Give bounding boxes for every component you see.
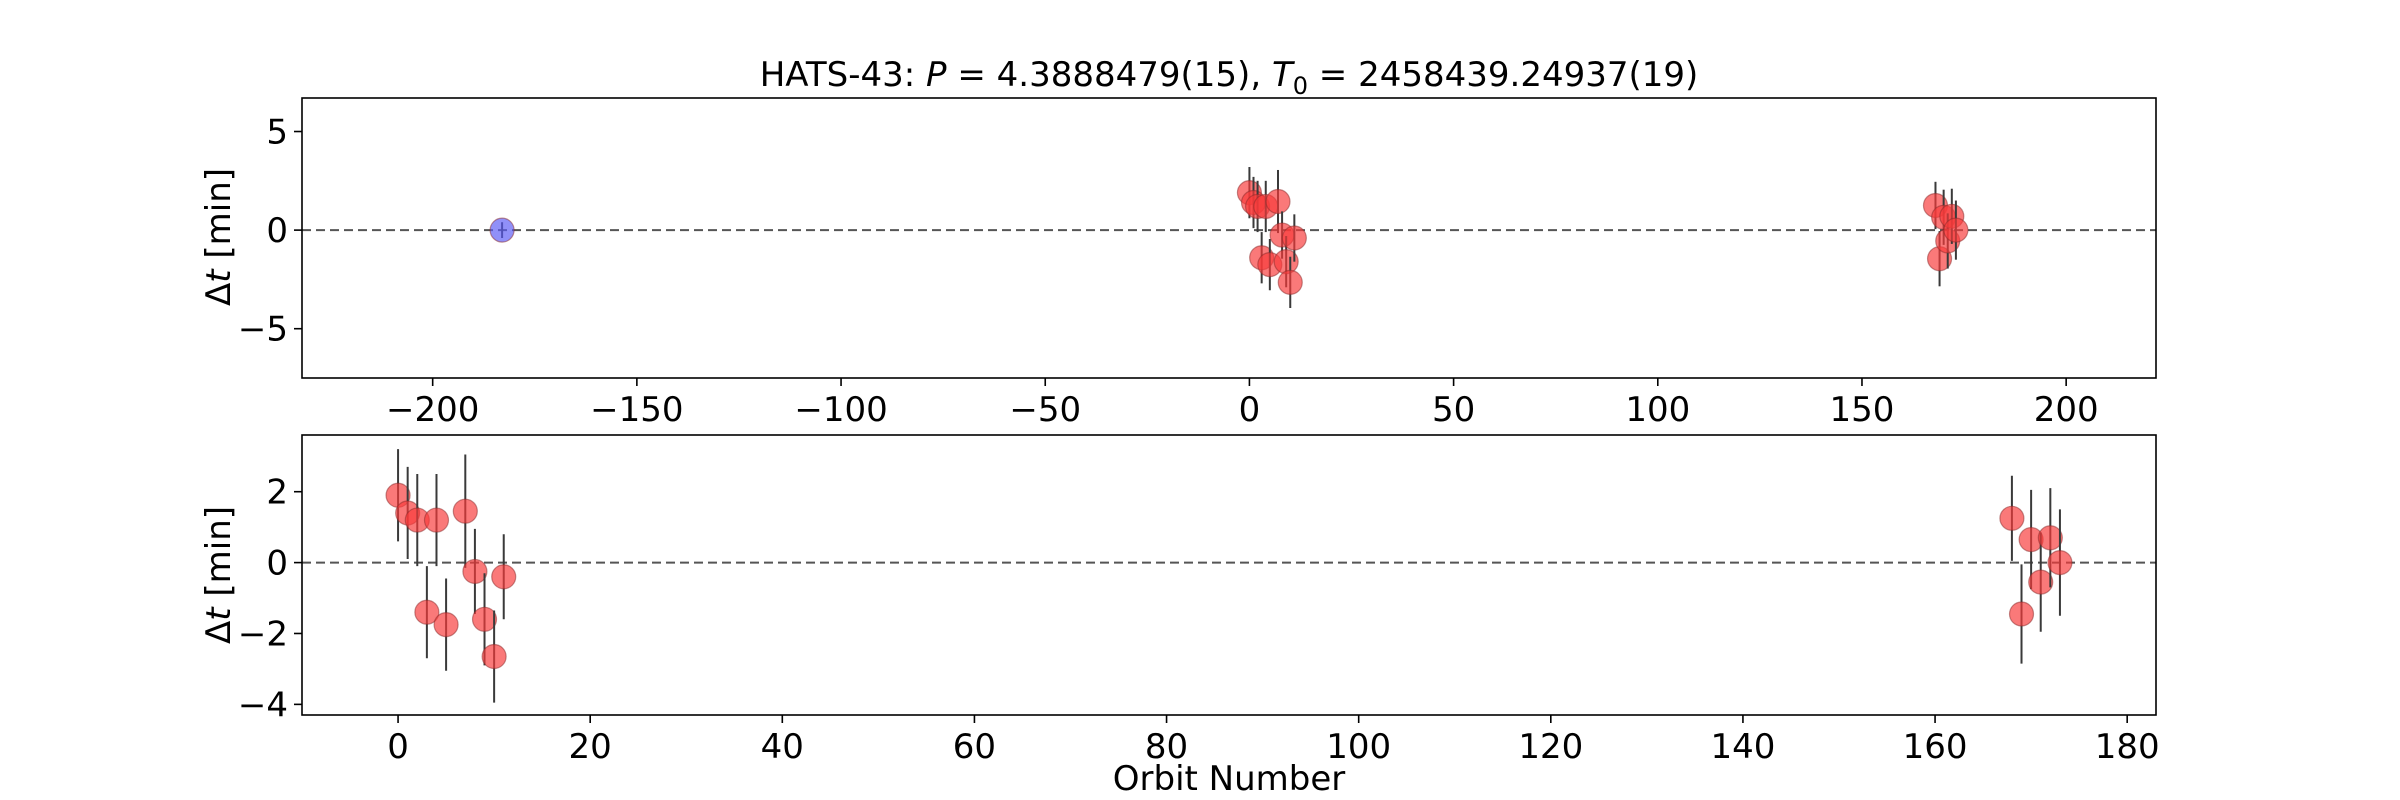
x-tick-label: 200 <box>2034 390 2099 430</box>
data-point <box>452 498 478 524</box>
x-tick-label: −100 <box>794 390 887 430</box>
x-tick-label: 0 <box>1239 390 1261 430</box>
top-y-axis-label: Δt [min] <box>199 168 239 306</box>
title-t-subscript: 0 <box>1293 72 1308 100</box>
bottom-panel-frame <box>301 434 2157 716</box>
data-point <box>2028 569 2054 595</box>
data-points <box>385 449 2073 703</box>
y-tick-label: 0 <box>266 544 288 584</box>
x-tick-label: −150 <box>590 390 683 430</box>
top-ylabel-t: t <box>199 268 239 283</box>
data-point <box>462 558 488 585</box>
x-tick-label: −200 <box>386 390 479 430</box>
data-point <box>423 507 450 533</box>
x-tick-label: 140 <box>1710 727 1775 767</box>
x-axis-label: Orbit Number <box>1113 759 1346 799</box>
x-tick-label: 150 <box>1830 390 1895 430</box>
bottom-ylabel-unit: [min] <box>199 506 239 607</box>
y-tick-label: 0 <box>266 211 288 251</box>
x-tick-label: 100 <box>1625 390 1690 430</box>
x-tick-label: 180 <box>2095 727 2160 767</box>
y-axis-ticks: 5 0 −5 <box>238 113 302 350</box>
x-tick-label: 0 <box>387 727 409 767</box>
data-point <box>1265 188 1291 215</box>
bottom-y-axis-label: Δt [min] <box>199 506 239 644</box>
x-tick-label: 80 <box>1145 727 1188 767</box>
title-t-symbol: T <box>1272 55 1295 95</box>
data-point <box>1281 225 1307 251</box>
y-tick-label: 5 <box>266 113 288 153</box>
x-tick-label: 160 <box>1903 727 1968 767</box>
data-point <box>2047 549 2073 576</box>
x-tick-label: 60 <box>953 727 996 767</box>
bottom-ylabel-t: t <box>199 606 239 621</box>
top-ylabel-delta: Δ <box>199 283 239 306</box>
data-points <box>489 167 1969 308</box>
x-tick-label: 120 <box>1518 727 1583 767</box>
data-point <box>1999 505 2025 531</box>
y-axis-ticks: 2 0 −2 −4 <box>238 473 302 725</box>
title-p-value: = 4.3888479(15), <box>947 55 1272 95</box>
x-axis-ticks: −200 −150 −100 −50 0 50 100 150 200 <box>386 378 2099 430</box>
data-point <box>471 606 498 632</box>
y-tick-label: −2 <box>238 614 288 654</box>
y-tick-label: 2 <box>266 473 288 513</box>
x-tick-label: 100 <box>1326 727 1391 767</box>
data-point <box>1277 269 1303 295</box>
top-panel: −200 −150 −100 −50 0 50 100 150 200 50−5 Δt [min… <box>199 97 2157 430</box>
data-point <box>2008 601 2035 627</box>
x-tick-label: 50 <box>1432 390 1475 430</box>
data-point <box>491 564 517 590</box>
x-axis-ticks: 0 20 40 60 80 100 120 140 160 180 <box>387 715 2160 767</box>
bottom-panel: 0 20 40 60 80 100 120 140 160 180 20−2−4 Δt [min]… <box>199 434 2160 799</box>
data-point <box>489 217 515 243</box>
chart-title: HATS-43: P = 4.3888479(15), T0 = 2458439… <box>760 55 1699 100</box>
x-tick-label: 40 <box>761 727 804 767</box>
title-name: HATS-43: <box>760 55 926 95</box>
y-tick-label: −5 <box>238 310 288 350</box>
title-t-value: = 2458439.24937(19) <box>1308 55 1698 95</box>
data-point <box>414 599 440 625</box>
top-ylabel-unit: [min] <box>199 168 239 269</box>
y-tick-label: −4 <box>238 685 288 725</box>
title-p-symbol: P <box>926 55 947 95</box>
data-point <box>481 643 507 670</box>
top-panel-frame <box>301 97 2157 379</box>
data-point <box>1943 217 1969 243</box>
x-tick-label: 20 <box>569 727 612 767</box>
bottom-ylabel-delta: Δ <box>199 621 239 644</box>
data-point <box>2037 525 2063 551</box>
data-point <box>433 612 459 638</box>
x-tick-label: −50 <box>1009 390 1081 430</box>
